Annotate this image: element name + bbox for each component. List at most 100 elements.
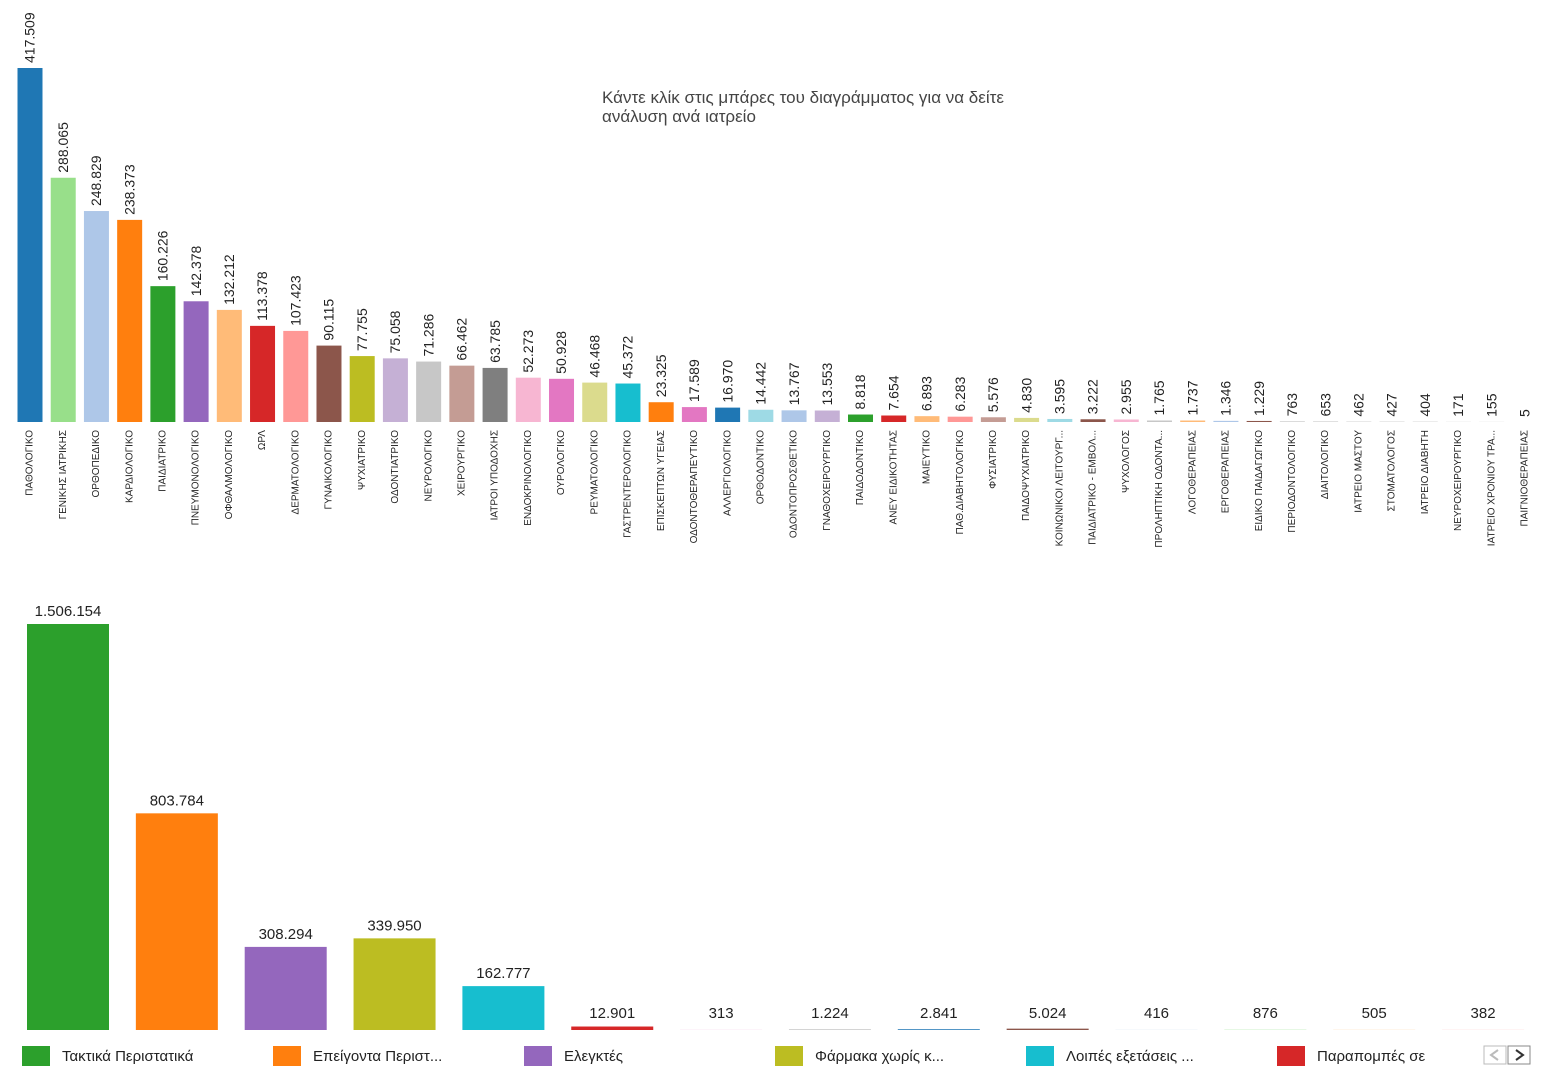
value-label: 77.755 [354, 308, 370, 351]
x-tick-label: ΠΑΘ.ΔΙΑΒΗΤΟΛΟΓΙΚΟ [955, 430, 966, 535]
bar[interactable] [483, 368, 508, 422]
value-label: 1.229 [1251, 381, 1267, 416]
bar[interactable] [1280, 421, 1305, 422]
value-label: 63.785 [487, 320, 503, 363]
legend-nav[interactable] [1484, 1046, 1530, 1064]
bar[interactable] [516, 378, 541, 422]
bar[interactable] [715, 408, 740, 422]
x-tick-label: ΟΡΘΟΔΟΝΤΙΚΟ [755, 430, 766, 505]
top-chart: Κάντε κλίκ στις μπάρες του διαγράμματος … [18, 12, 1538, 547]
x-tick-label: ΝΕΥΡΟΧΕΙΡΟΥΡΓΙΚΟ [1453, 430, 1464, 531]
bar[interactable] [898, 1029, 980, 1030]
value-label: 7.654 [885, 375, 901, 410]
value-label: 1.737 [1184, 380, 1200, 415]
value-label: 107.423 [287, 275, 303, 326]
bar[interactable] [350, 356, 375, 422]
bar[interactable] [881, 416, 906, 422]
bar[interactable] [27, 624, 109, 1030]
bar[interactable] [948, 417, 973, 422]
legend-next[interactable] [1508, 1046, 1530, 1064]
bar[interactable] [682, 407, 707, 422]
bar[interactable] [416, 362, 441, 422]
value-label: 382 [1471, 1005, 1496, 1022]
legend-swatch [1277, 1046, 1305, 1066]
value-label: 132.212 [221, 254, 237, 305]
value-label: 13.767 [786, 362, 802, 405]
value-label: 1.346 [1218, 381, 1234, 416]
bar[interactable] [1007, 1029, 1089, 1030]
value-label: 6.283 [952, 376, 968, 411]
bar[interactable] [117, 220, 142, 422]
bar[interactable] [217, 310, 242, 422]
bar[interactable] [283, 331, 308, 422]
x-tick-label: ΜΑΙΕΥΤΙΚΟ [922, 430, 933, 484]
x-tick-label: ΡΕΥΜΑΤΟΛΟΓΙΚΟ [589, 430, 600, 515]
bar[interactable] [782, 410, 807, 422]
legend-label[interactable]: Ελεγκτές [564, 1048, 623, 1065]
bar[interactable] [748, 410, 773, 422]
bar[interactable] [1047, 419, 1072, 422]
bar[interactable] [84, 211, 109, 422]
bar[interactable] [250, 326, 275, 422]
x-tick-label: ΕΡΓΟΘΕΡΑΠΕΙΑΣ [1221, 430, 1232, 513]
bar[interactable] [1247, 421, 1272, 422]
value-label: 6.893 [919, 376, 935, 411]
value-label: 238.373 [121, 164, 137, 215]
value-label: 288.065 [55, 122, 71, 173]
x-tick-label: ΙΑΤΡΟΙ ΥΠΟΔΟΧΗΣ [490, 430, 501, 520]
legend-label[interactable]: Τακτικά Περιστατικά [62, 1048, 194, 1065]
bar[interactable] [582, 383, 607, 422]
value-label: 4.830 [1018, 378, 1034, 413]
bar[interactable] [1081, 419, 1106, 422]
x-tick-label: ΕΠΙΣΚΕΠΤΩΝ ΥΓΕΙΑΣ [656, 430, 667, 531]
annotation: Κάντε κλίκ στις μπάρες του διαγράμματος … [602, 88, 1004, 107]
bar[interactable] [184, 301, 209, 422]
bar[interactable] [18, 68, 43, 422]
x-tick-label: ΕΙΔΙΚΟ ΠΑΙΔΑΓΩΓΙΚΟ [1254, 430, 1265, 531]
bar[interactable] [136, 813, 218, 1030]
legend-label[interactable]: Παραπομπές σε [1317, 1048, 1426, 1065]
legend-swatch [524, 1046, 552, 1066]
bar[interactable] [914, 416, 939, 422]
x-tick-label: ΠΑΙΔΙΑΤΡΙΚΟ - ΕΜΒΟΛ... [1088, 430, 1099, 545]
legend-swatch [273, 1046, 301, 1066]
legend-label[interactable]: Φάρμακα χωρίς κ... [815, 1048, 944, 1065]
x-tick-label: ΩΡΛ [257, 430, 268, 450]
bar[interactable] [383, 358, 408, 422]
bar[interactable] [51, 178, 76, 422]
x-tick-label: ΨΥΧΙΑΤΡΙΚΟ [357, 430, 368, 490]
bar[interactable] [571, 1027, 653, 1030]
legend: Τακτικά Περιστατικά Επείγοντα Περιστ... Ελ… [22, 1046, 1426, 1066]
value-label: 248.829 [88, 155, 104, 206]
legend-prev[interactable] [1484, 1046, 1506, 1064]
bar[interactable] [848, 415, 873, 422]
bar[interactable] [649, 402, 674, 422]
x-tick-label: ΑΛΛΕΡΓΙΟΛΟΓΙΚΟ [722, 430, 733, 516]
legend-label[interactable]: Λοιπές εξετάσεις ... [1066, 1048, 1194, 1065]
bar[interactable] [815, 411, 840, 422]
x-tick-label: ΦΥΣΙΑΤΡΙΚΟ [988, 430, 999, 489]
x-tick-label: ΚΑΡΔΙΟΛΟΓΙΚΟ [124, 430, 135, 503]
bar[interactable] [1014, 418, 1039, 422]
bar[interactable] [354, 938, 436, 1030]
x-tick-label: ΟΔΟΝΤΟΘΕΡΑΠΕΥΤΙΚΟ [689, 430, 700, 544]
value-label: 90.115 [321, 299, 337, 341]
bar[interactable] [1147, 421, 1172, 422]
legend-label[interactable]: Επείγοντα Περιστ... [313, 1048, 442, 1065]
x-tick-label: ΣΤΟΜΑΤΟΛΟΓΟΣ [1387, 430, 1398, 511]
bar[interactable] [615, 384, 640, 422]
bar[interactable] [981, 417, 1006, 422]
bar[interactable] [449, 366, 474, 422]
x-tick-label: ΓΑΣΤΡΕΝΤΕΡΟΛΟΓΙΚΟ [623, 430, 634, 538]
legend-swatch [22, 1046, 50, 1066]
bar[interactable] [1213, 421, 1238, 422]
bar[interactable] [245, 947, 327, 1030]
bar[interactable] [1313, 421, 1338, 422]
value-label: 5.576 [985, 377, 1001, 412]
bar[interactable] [150, 286, 175, 422]
bar[interactable] [549, 379, 574, 422]
bar[interactable] [462, 986, 544, 1030]
bar[interactable] [1114, 419, 1139, 422]
bar[interactable] [1180, 421, 1205, 422]
bar[interactable] [316, 346, 341, 422]
